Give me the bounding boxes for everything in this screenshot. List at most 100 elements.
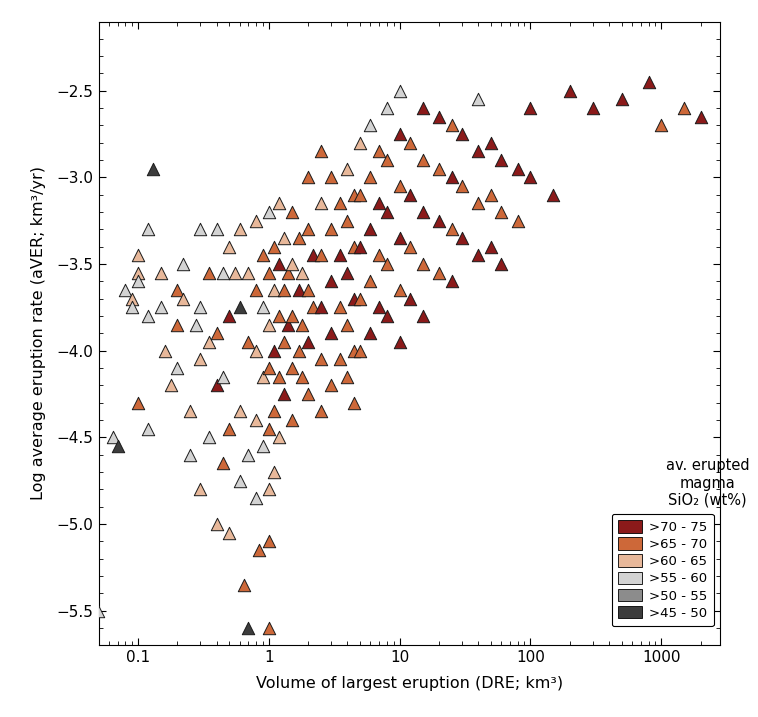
Point (485, 137, 497, 148)
Point (142, 310, 154, 322)
Point (495, 154, 507, 166)
Point (250, 414, 262, 426)
Point (302, 172, 314, 184)
Point (416, 103, 428, 114)
Point (262, 319, 274, 331)
Point (203, 432, 215, 443)
Point (211, 518, 223, 530)
Point (308, 302, 320, 313)
Point (416, 310, 428, 322)
Point (456, 128, 468, 140)
Point (257, 371, 269, 382)
Point (194, 483, 206, 495)
Point (257, 250, 269, 261)
Point (393, 85, 406, 97)
Point (547, 189, 559, 201)
Point (262, 362, 274, 374)
Point (273, 371, 285, 382)
Point (393, 285, 406, 296)
Point (587, 103, 599, 114)
Point (315, 302, 327, 313)
Point (293, 232, 305, 244)
Point (472, 94, 484, 105)
Point (223, 241, 235, 252)
Point (472, 250, 484, 261)
Point (348, 397, 360, 409)
Point (171, 362, 183, 374)
Point (142, 224, 154, 235)
Point (273, 198, 285, 209)
Point (381, 206, 393, 218)
Point (404, 241, 416, 252)
Point (334, 250, 346, 261)
Point (158, 345, 171, 356)
Point (268, 406, 280, 417)
Point (615, 94, 628, 105)
Point (296, 267, 308, 278)
Point (243, 267, 255, 278)
Point (373, 250, 385, 261)
Point (485, 241, 497, 252)
Point (348, 293, 360, 305)
Point (233, 406, 246, 417)
X-axis label: Volume of largest eruption (DRE; km³): Volume of largest eruption (DRE; km³) (255, 676, 563, 691)
Point (325, 276, 337, 288)
Point (525, 103, 537, 114)
Point (354, 345, 366, 356)
Point (250, 493, 262, 504)
Point (165, 380, 177, 391)
Point (393, 128, 406, 140)
Point (282, 319, 294, 331)
Point (525, 172, 537, 184)
Point (296, 371, 308, 382)
Point (404, 189, 416, 201)
Point (433, 163, 445, 174)
Point (365, 328, 377, 339)
Point (694, 111, 706, 123)
Point (223, 527, 235, 538)
Point (177, 258, 189, 270)
Point (293, 345, 305, 356)
Point (381, 103, 393, 114)
Point (495, 258, 507, 270)
Point (243, 336, 255, 348)
Point (262, 622, 274, 634)
Point (325, 172, 337, 184)
Point (257, 302, 269, 313)
Point (218, 267, 230, 278)
Point (142, 423, 154, 435)
Point (393, 232, 406, 244)
Point (211, 224, 223, 235)
Point (446, 120, 458, 131)
Point (268, 466, 280, 478)
Point (286, 362, 298, 374)
Point (92, 605, 105, 617)
Point (334, 353, 346, 365)
Point (262, 423, 274, 435)
Point (348, 241, 360, 252)
Point (512, 163, 524, 174)
Point (341, 371, 353, 382)
Point (218, 457, 230, 469)
Point (302, 336, 314, 348)
Point (416, 258, 428, 270)
Point (373, 146, 385, 157)
Point (126, 302, 138, 313)
Point (194, 353, 206, 365)
Point (257, 440, 269, 452)
Point (183, 406, 196, 417)
Point (446, 172, 458, 184)
Point (262, 206, 274, 218)
Point (302, 285, 314, 296)
Point (203, 336, 215, 348)
Point (404, 137, 416, 148)
Point (348, 345, 360, 356)
Point (203, 267, 215, 278)
Point (315, 146, 327, 157)
Point (393, 181, 406, 192)
Point (286, 258, 298, 270)
Point (277, 232, 290, 244)
Point (250, 345, 262, 356)
Point (171, 319, 183, 331)
Point (315, 198, 327, 209)
